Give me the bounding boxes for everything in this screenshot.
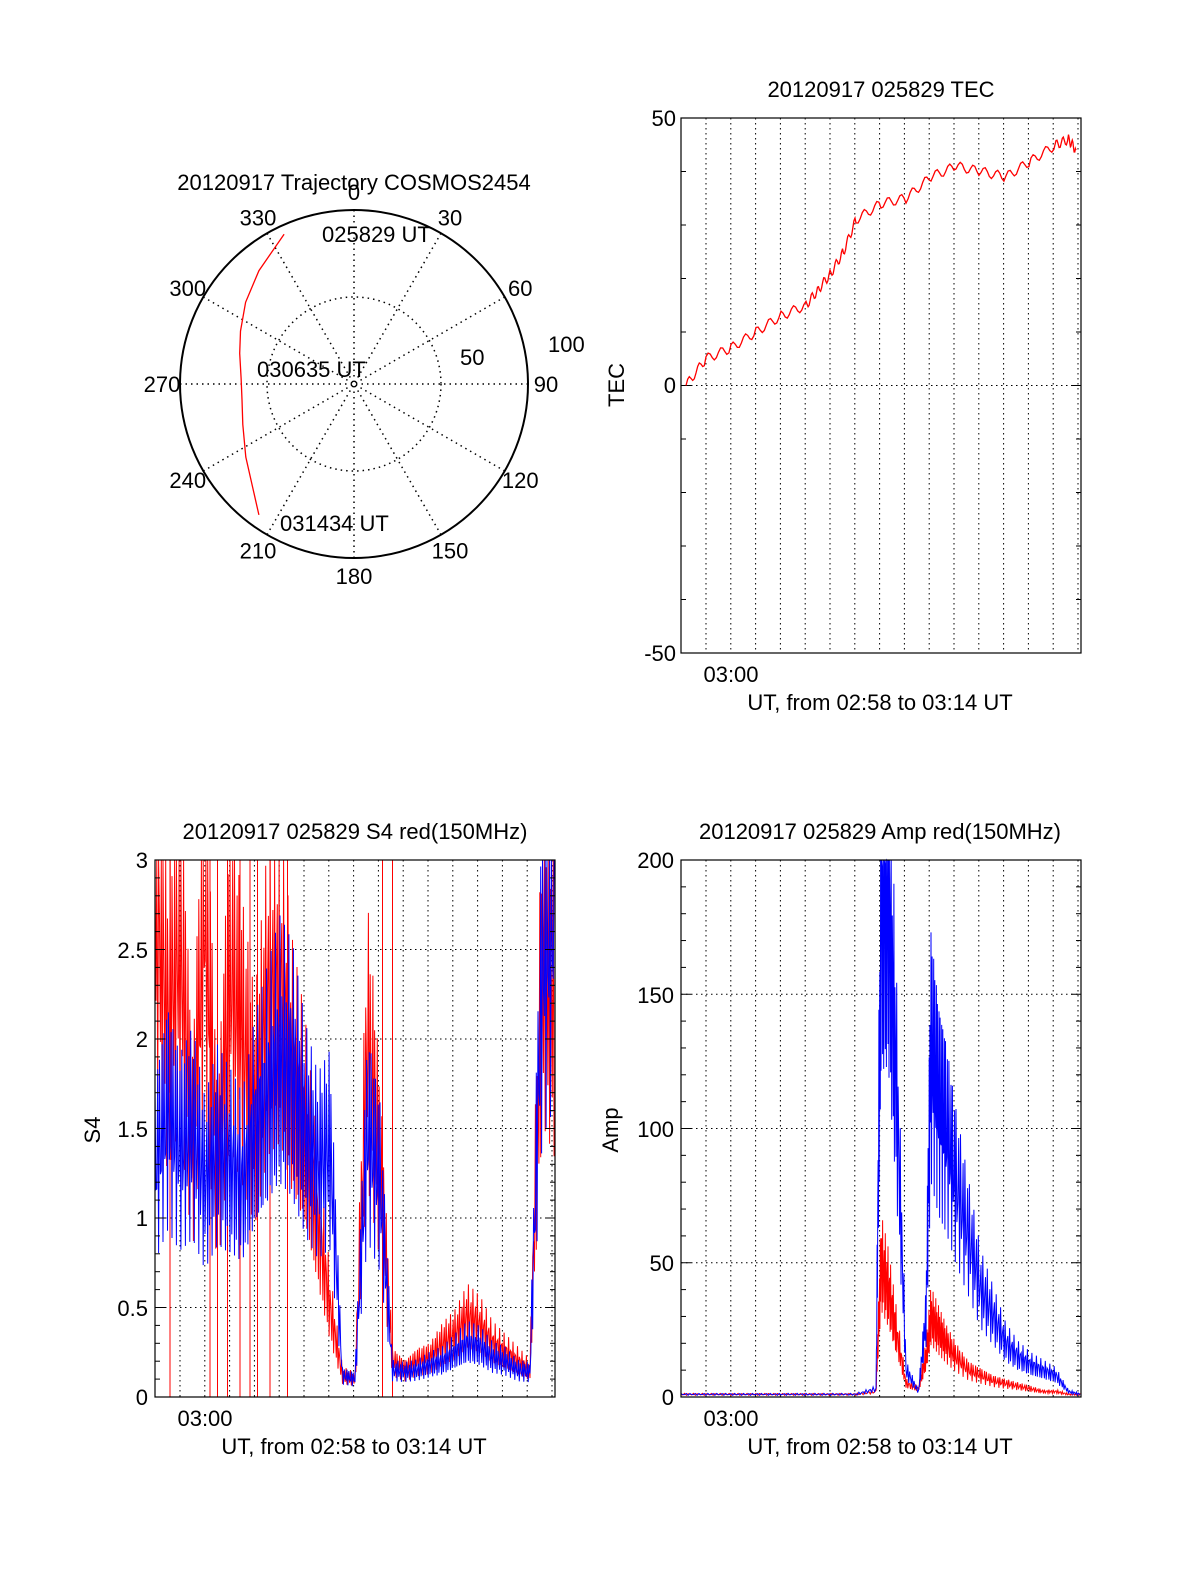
s4-chart: 20120917 025829 S4 red(150MHz) 3 2.5 2 1… [80, 819, 556, 1459]
polar-azimuth-label-180: 180 [336, 564, 373, 589]
s4-ytick-label-2.5: 2.5 [117, 938, 148, 963]
s4-ytick-label-1.5: 1.5 [117, 1117, 148, 1142]
polar-title: 20120917 Trajectory COSMOS2454 [177, 170, 530, 195]
tec-grid [681, 118, 1081, 653]
polar-spoke-120 [202, 296, 506, 472]
polar-chart: 20120917 Trajectory COSMOS2454 0 30 60 90 12… [144, 170, 585, 589]
s4-ytick-label-0.5: 0.5 [117, 1296, 148, 1321]
polar-azimuth-label-150: 150 [432, 538, 469, 563]
polar-azimuth-label-0: 0 [348, 180, 360, 205]
polar-time-start: 025829 UT [322, 222, 431, 247]
tec-ylabel: TEC [604, 363, 629, 407]
polar-azimuth-label-120: 120 [502, 468, 539, 493]
polar-radial-label-100: 100 [548, 332, 585, 357]
polar-outer-circle [179, 209, 529, 559]
s4-grid [155, 860, 555, 1397]
polar-azimuth-label-60: 60 [508, 276, 532, 301]
polar-azimuth-label-30: 30 [438, 206, 462, 231]
s4-series-blue [154, 859, 555, 1387]
polar-time-mid: 030635 UT [257, 357, 366, 382]
polar-trajectory-line [239, 233, 285, 516]
amp-ytick-label-100: 100 [637, 1117, 674, 1142]
tec-ytick-label-50: 50 [652, 106, 676, 131]
polar-spoke-60 [202, 296, 506, 472]
polar-grid [180, 210, 528, 558]
polar-azimuth-label-270: 270 [144, 372, 181, 397]
s4-ylabel: S4 [80, 1117, 105, 1144]
amp-series-blue [680, 858, 1081, 1397]
tec-series-line [685, 134, 1077, 386]
polar-spoke-150 [266, 232, 442, 536]
tec-title: 20120917 025829 TEC [767, 77, 994, 102]
amp-chart: 20120917 025829 Amp red(150MHz) 200 150 … [598, 819, 1082, 1459]
polar-azimuth-label-90: 90 [534, 372, 558, 397]
s4-xlabel: UT, from 02:58 to 03:14 UT [221, 1434, 486, 1459]
s4-xtick-label: 03:00 [177, 1406, 232, 1431]
amp-ytick-label-150: 150 [637, 983, 674, 1008]
amp-series-red [680, 1220, 1081, 1397]
polar-azimuth-label-240: 240 [169, 468, 206, 493]
polar-azimuth-label-300: 300 [169, 276, 206, 301]
polar-spoke-30 [266, 232, 442, 536]
amp-ytick-label-200: 200 [637, 848, 674, 873]
tec-ytick-label-neg50: -50 [644, 641, 676, 666]
polar-time-end: 031434 UT [280, 511, 389, 536]
s4-ticks [155, 859, 555, 1398]
polar-radial-label-50: 50 [460, 345, 484, 370]
amp-ytick-label-50: 50 [650, 1251, 674, 1276]
amp-ticks [681, 859, 1081, 1398]
polar-grid-circle-50 [266, 296, 442, 472]
amp-xlabel: UT, from 02:58 to 03:14 UT [747, 1434, 1012, 1459]
s4-ytick-label-0: 0 [136, 1385, 148, 1410]
tec-ytick-label-0: 0 [664, 373, 676, 398]
amp-ytick-label-0: 0 [662, 1385, 674, 1410]
s4-ytick-label-1: 1 [136, 1206, 148, 1231]
s4-ytick-label-3: 3 [136, 848, 148, 873]
amp-title: 20120917 025829 Amp red(150MHz) [699, 819, 1061, 844]
tec-xtick-label: 03:00 [703, 662, 758, 687]
tec-chart: 20120917 025829 TEC 50 0 -50 03:00 UT, f… [604, 77, 1082, 715]
polar-azimuth-labels: 0 30 60 90 120 150 180 210 240 270 300 330 [144, 180, 559, 589]
polar-azimuth-label-210: 210 [240, 538, 277, 563]
amp-ylabel: Amp [598, 1107, 623, 1152]
tec-xlabel: UT, from 02:58 to 03:14 UT [747, 690, 1012, 715]
amp-xtick-label: 03:00 [703, 1406, 758, 1431]
s4-ytick-label-2: 2 [136, 1027, 148, 1052]
s4-title: 20120917 025829 S4 red(150MHz) [183, 819, 528, 844]
polar-azimuth-label-330: 330 [240, 206, 277, 231]
